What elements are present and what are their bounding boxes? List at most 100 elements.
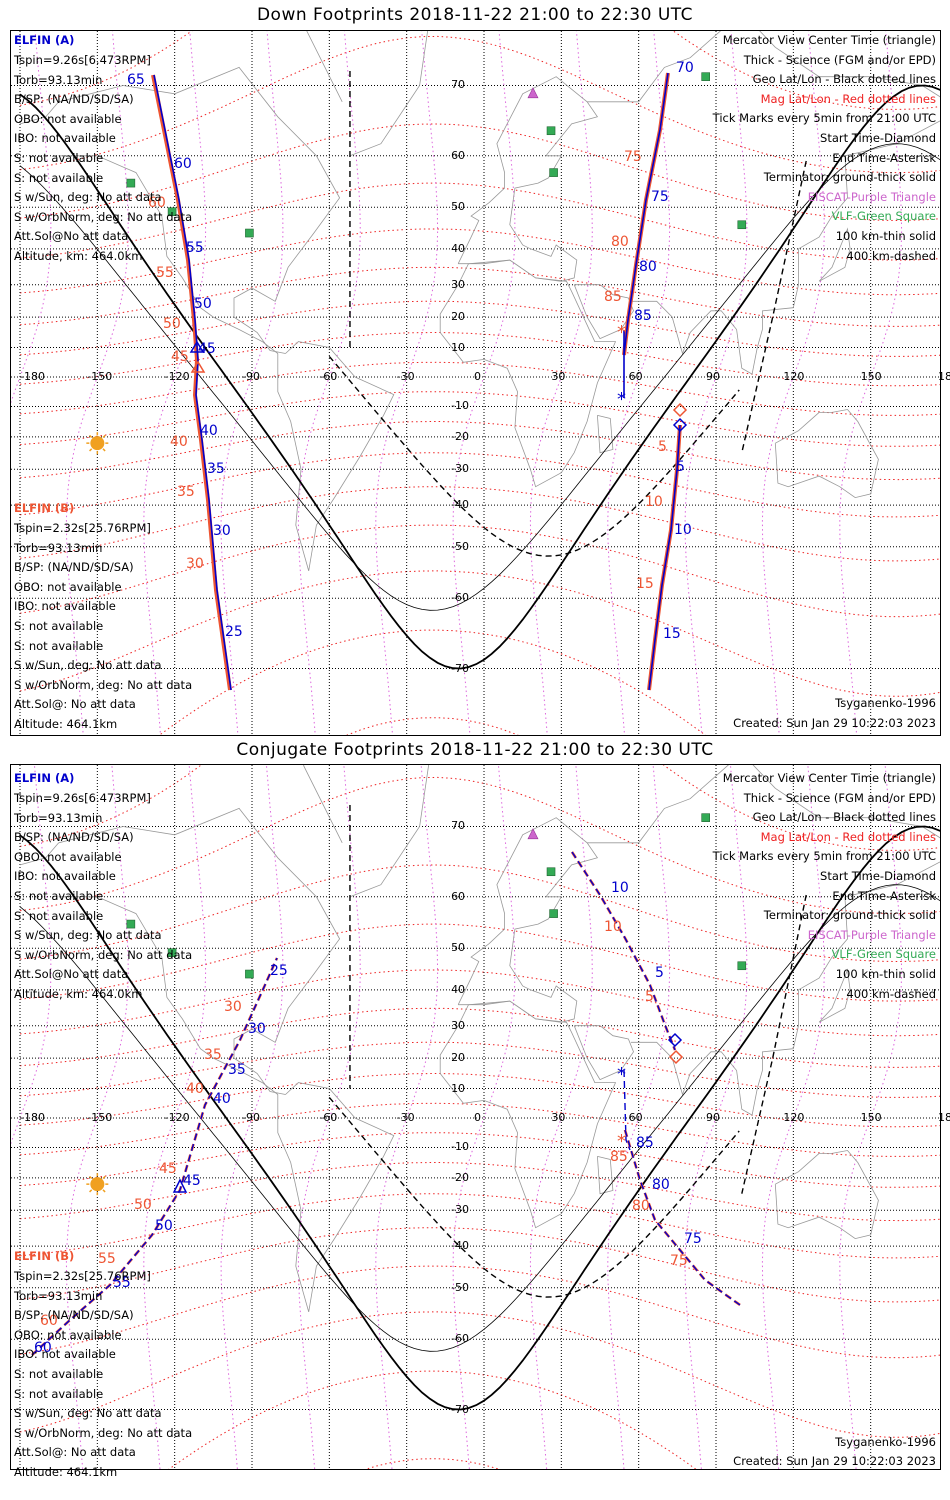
lat-label: -20 <box>451 429 470 443</box>
track-tick-label: 60 <box>174 156 192 172</box>
track-tick-label: 30 <box>224 999 242 1015</box>
track-tick-label: 10 <box>611 880 629 896</box>
elfin-a-header: ELFIN (A) <box>14 771 75 785</box>
lat-label: 50 <box>451 200 466 214</box>
elfin-a-line: S: not available <box>14 170 104 185</box>
track-tick-label: 15 <box>636 576 654 592</box>
elfin-b-line: S: not available <box>14 619 104 633</box>
sun-ray <box>102 448 106 452</box>
center-time-triangle <box>189 340 205 353</box>
mag-lat-line <box>19 1311 940 1438</box>
sun-ray <box>89 448 93 452</box>
lon-label: -30 <box>396 1111 415 1124</box>
mag-lon-line <box>761 765 825 1469</box>
lat-label: -50 <box>451 1280 470 1294</box>
elfin-a-header: ELFIN (A) <box>14 33 75 47</box>
legend-entry: Thick - Science (FGM and/or EPD) <box>743 52 936 67</box>
end-asterisk: * <box>617 1064 626 1085</box>
track-elfin-b-south <box>623 1129 741 1307</box>
lon-label: 180 <box>938 370 950 383</box>
vlf-square <box>245 969 254 979</box>
elfin-b-line: Torb=93.13min <box>14 1288 103 1303</box>
lon-label: 150 <box>860 1111 882 1124</box>
lon-label: 150 <box>860 370 882 383</box>
eiscat-triangle <box>523 734 533 744</box>
center-time-triangle <box>190 360 206 373</box>
elfin-a-line: IBO: not available <box>14 869 116 884</box>
lat-label: 70 <box>451 819 466 833</box>
track-tick-label: 15 <box>663 626 681 642</box>
lon-label: 120 <box>783 1111 805 1124</box>
panel-down <box>10 30 941 736</box>
terminator-ground <box>19 825 940 1411</box>
terminator-100km <box>19 143 940 611</box>
track-elfin-a-south <box>648 424 681 691</box>
elfin-a-line: S w/Sun, deg: No att data <box>14 190 162 205</box>
legend-entry: 100 km-thin solid <box>835 229 936 243</box>
sun-ray <box>89 1175 93 1180</box>
elfin-a-line: Att.Sol@No att data <box>14 229 129 244</box>
elfin-a-line: S: not available <box>14 908 104 923</box>
lon-label: -30 <box>396 370 415 383</box>
lat-label: -10 <box>451 399 470 413</box>
track-tick-label: 85 <box>634 308 652 324</box>
legend-entry: VLF-Green Square <box>831 947 936 962</box>
lat-label: -20 <box>451 1170 470 1184</box>
lat-label: 10 <box>451 340 466 354</box>
coastline <box>573 1025 634 1081</box>
coastline <box>19 101 60 125</box>
track-tick-label: 60 <box>34 1340 52 1356</box>
elfin-a-line: Att.Sol@No att data <box>14 967 129 982</box>
lat-label: 70 <box>451 78 466 92</box>
legend-entry: End Time-Asterisk <box>832 888 936 903</box>
elfin-a-line: Torb=93.13min <box>14 810 103 825</box>
lat-label: 50 <box>451 941 466 955</box>
lon-label: 180 <box>938 1111 950 1124</box>
lon-label: 90 <box>706 370 720 383</box>
elfin-a-line: S w/Sun, deg: No att data <box>14 928 162 943</box>
start-diamond <box>672 402 688 418</box>
track-tick-label: 80 <box>611 234 629 250</box>
mag-lat-line <box>19 864 940 963</box>
track-tick-label: 25 <box>225 624 243 640</box>
track-tick-label: 10 <box>645 494 663 510</box>
coastline <box>439 259 617 488</box>
vlf-square <box>737 961 747 971</box>
legend-entry: Thick - Science (FGM and/or EPD) <box>743 790 936 805</box>
vlf-square <box>546 126 556 136</box>
track-tick-label: 45 <box>171 349 189 365</box>
sun-ray <box>102 434 106 439</box>
vlf-square <box>245 228 254 238</box>
track-tick-label: 80 <box>632 1198 650 1214</box>
legend-entry: Mercator View Center Time (triangle) <box>722 33 936 47</box>
lon-label: 30 <box>551 370 566 383</box>
mag-lat-line <box>19 969 940 1037</box>
eiscat-triangle <box>527 87 539 99</box>
elfin-a-line: Torb=93.13min <box>14 72 103 87</box>
track-tick-label: 5 <box>676 459 685 475</box>
elfin-b-line: S: not available <box>14 1386 104 1401</box>
track-tick-label: 60 <box>40 1313 58 1329</box>
track-tick-label: 85 <box>610 1149 628 1165</box>
map-area: ** <box>11 734 940 1469</box>
lon-label: 60 <box>628 1111 643 1124</box>
elfin-b-line: Tspin=2.32s[25.76RPM] <box>14 521 151 535</box>
track-tick-label: 75 <box>670 1253 688 1269</box>
mag-lat-line <box>19 1227 940 1303</box>
elfin-b-line: S w/Sun, deg: No att data <box>14 658 162 673</box>
elfin-b-line: IBO: not available <box>14 599 116 614</box>
track-tick-label: 45 <box>198 341 216 357</box>
legend-entry: End Time-Asterisk <box>832 150 936 165</box>
elfin-a-line: Tspin=9.26s[6.473RPM] <box>14 791 151 805</box>
track-elfin-a-west <box>31 957 278 1356</box>
map-down: ** <box>11 31 940 735</box>
elfin-b-line: S w/Sun, deg: No att data <box>14 1406 162 1421</box>
track-tick-label: 5 <box>645 989 654 1005</box>
elfin-b-line: S w/OrbNorm, deg: No att data <box>14 1425 193 1440</box>
track-elfin-a-west <box>153 74 232 691</box>
sun-ray <box>89 1189 93 1193</box>
sun-icon <box>90 436 105 451</box>
track-tick-label: 30 <box>186 556 204 572</box>
lon-label: -90 <box>242 1111 260 1124</box>
track-tick-label: 5 <box>658 439 667 455</box>
